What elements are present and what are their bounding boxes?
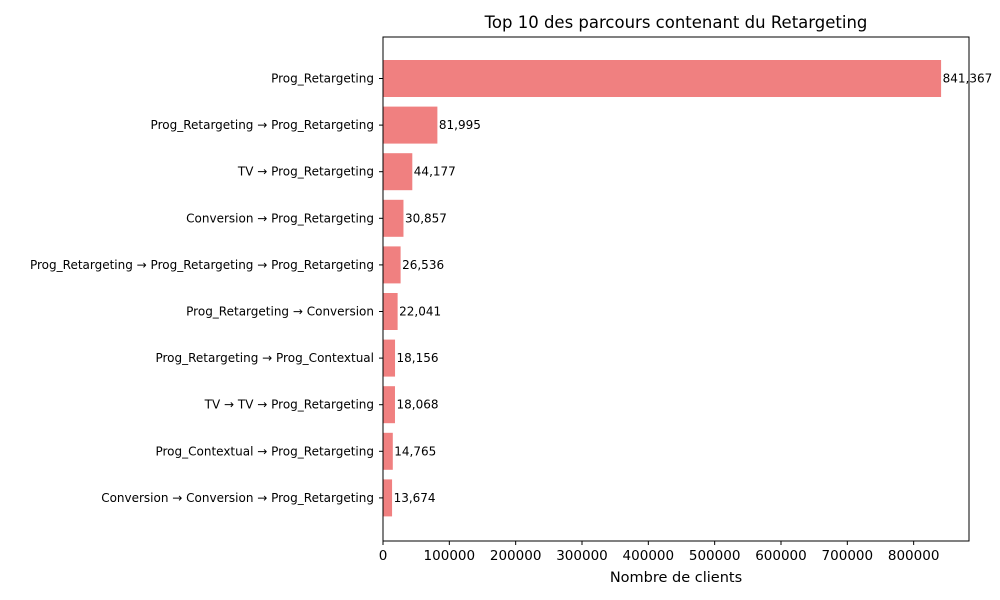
bar: [383, 106, 438, 144]
bar: [383, 386, 395, 424]
bar: [383, 199, 404, 237]
x-tick-label: 200000: [490, 548, 542, 564]
bar: [383, 60, 942, 97]
value-label: 22,041: [399, 305, 441, 319]
x-tick-label: 300000: [556, 548, 608, 564]
category-label: TV → TV → Prog_Retargeting: [204, 398, 374, 412]
x-tick-label: 0: [379, 548, 388, 564]
value-label: 18,156: [397, 351, 439, 365]
x-axis-ticks: 0 100000 200000 300000 400000 500000 600000 700…: [379, 541, 940, 564]
category-label: Conversion → Conversion → Prog_Retargeti…: [101, 491, 374, 505]
category-label: Conversion → Prog_Retargeting: [186, 211, 374, 225]
bar: [383, 153, 413, 191]
bar: [383, 432, 393, 470]
bar: [383, 339, 396, 377]
value-label: 30,857: [405, 211, 447, 225]
category-label: Prog_Retargeting → Prog_Retargeting → Pr…: [30, 258, 374, 272]
x-axis-title: Nombre de clients: [610, 570, 742, 586]
category-label: Prog_Retargeting → Prog_Retargeting: [151, 118, 374, 132]
value-labels: 841,367 81,995 44,177 30,857 26,536 22,041 18,…: [394, 72, 993, 505]
category-label: Prog_Retargeting → Prog_Contextual: [155, 351, 374, 365]
bars-group: [383, 60, 942, 517]
bar: [383, 293, 398, 330]
category-label: Prog_Contextual → Prog_Retargeting: [155, 444, 374, 458]
category-labels: Prog_Retargeting Prog_Retargeting → Prog_…: [30, 72, 383, 505]
value-label: 841,367: [943, 72, 993, 86]
bar: [383, 479, 393, 517]
category-label: Prog_Retargeting → Conversion: [186, 305, 374, 319]
x-tick-label: 700000: [822, 548, 874, 564]
value-label: 44,177: [414, 165, 456, 179]
category-label: TV → Prog_Retargeting: [237, 165, 374, 179]
plot-frame: [382, 36, 970, 542]
value-label: 26,536: [402, 258, 444, 272]
x-tick-label: 800000: [888, 548, 940, 564]
x-tick-label: 100000: [424, 548, 476, 564]
x-tick-label: 400000: [623, 548, 675, 564]
x-tick-label: 600000: [755, 548, 807, 564]
value-label: 14,765: [394, 444, 436, 458]
value-label: 13,674: [394, 491, 436, 505]
value-label: 18,068: [396, 398, 438, 412]
chart-title: Top 10 des parcours contenant du Retarge…: [484, 13, 868, 32]
bar: [383, 246, 401, 284]
value-label: 81,995: [439, 118, 481, 132]
category-label: Prog_Retargeting: [271, 72, 374, 86]
x-tick-label: 500000: [689, 548, 741, 564]
